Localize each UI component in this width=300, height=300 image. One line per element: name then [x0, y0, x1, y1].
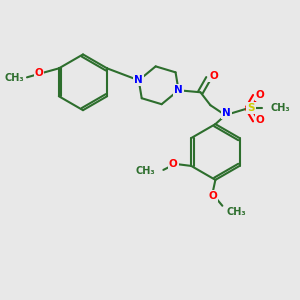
Text: O: O — [208, 191, 217, 201]
Text: N: N — [174, 85, 183, 95]
Text: CH₃: CH₃ — [270, 103, 290, 113]
Text: S: S — [248, 103, 255, 113]
Text: CH₃: CH₃ — [4, 73, 24, 83]
Text: CH₃: CH₃ — [226, 207, 246, 217]
Text: O: O — [169, 159, 178, 169]
Text: O: O — [256, 90, 265, 100]
Text: N: N — [222, 108, 231, 118]
Text: CH₃: CH₃ — [136, 166, 155, 176]
Text: O: O — [256, 115, 265, 125]
Text: O: O — [209, 71, 218, 81]
Text: O: O — [34, 68, 43, 78]
Text: N: N — [134, 75, 143, 85]
